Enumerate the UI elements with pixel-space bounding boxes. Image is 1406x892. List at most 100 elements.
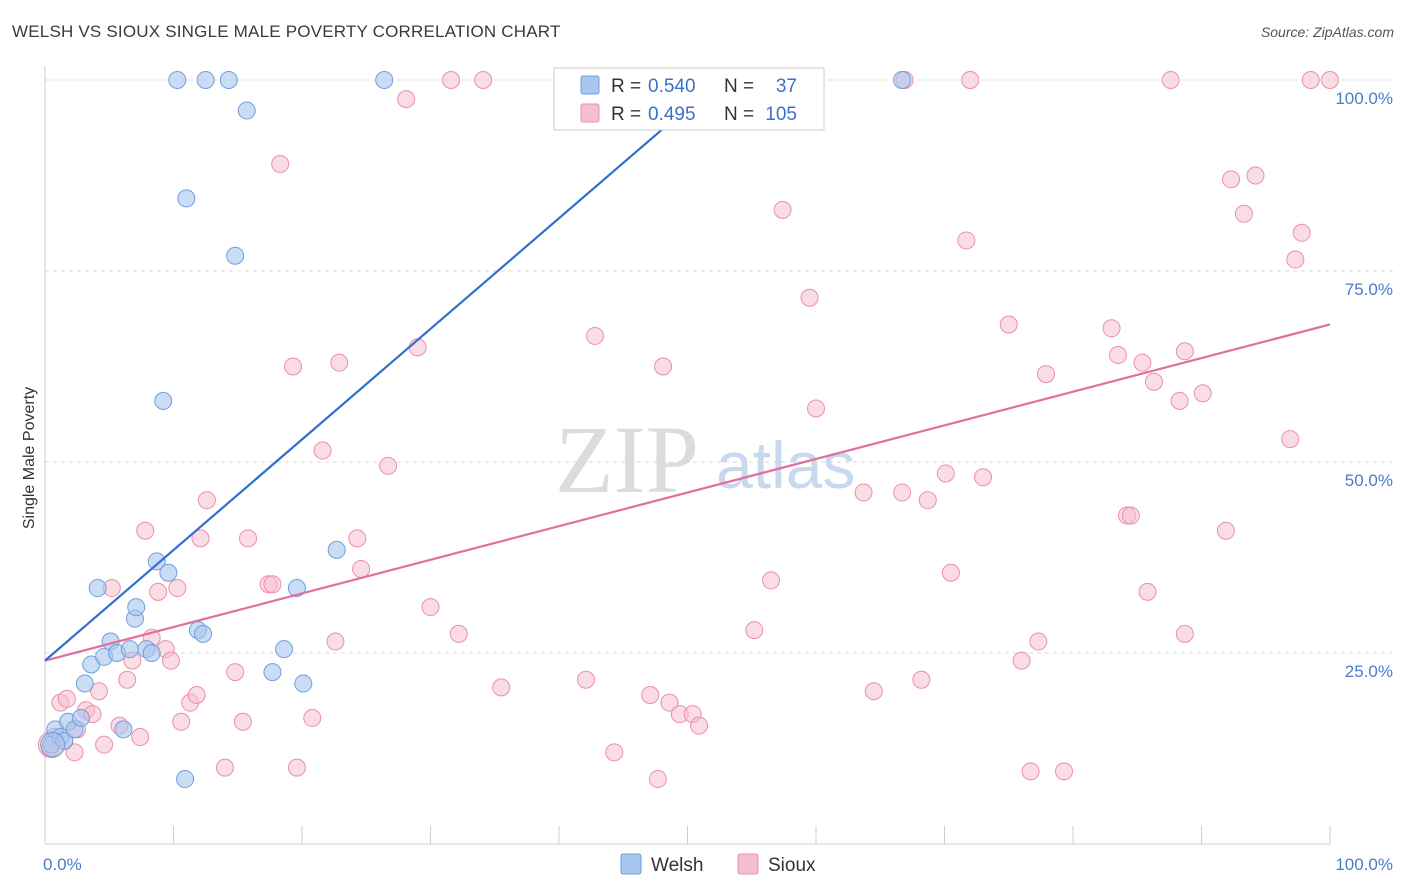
welsh-point: [194, 624, 213, 643]
x-tick-label: 0.0%: [43, 855, 82, 874]
sioux-point: [449, 624, 468, 643]
sioux-point: [1175, 342, 1194, 361]
welsh-point: [287, 579, 306, 598]
sioux-n-label: N =: [724, 104, 754, 125]
sioux-n-value: 105: [765, 104, 797, 125]
sioux-point: [168, 579, 187, 598]
sioux-point: [89, 682, 108, 701]
sioux-point: [1234, 204, 1253, 223]
sioux-point: [1281, 430, 1300, 449]
welsh-point: [168, 71, 187, 89]
sioux-point: [118, 670, 137, 689]
sioux-point: [1029, 632, 1048, 651]
sioux-point: [65, 743, 84, 762]
sioux-r-label: R =: [611, 104, 641, 125]
welsh-point: [159, 563, 178, 582]
sioux-series: [37, 71, 1339, 789]
sioux-point: [961, 71, 980, 89]
sioux-point: [352, 559, 371, 578]
sioux-point: [191, 529, 210, 548]
sioux-point: [1021, 762, 1040, 781]
x-tick-label: 100.0%: [1335, 855, 1393, 874]
sioux-point: [442, 71, 461, 89]
sioux-point: [1246, 166, 1265, 185]
sioux-point: [172, 712, 191, 731]
welsh-point: [263, 663, 282, 682]
welsh-point: [120, 640, 139, 659]
welsh-point: [176, 770, 195, 789]
sioux-point: [1286, 250, 1305, 269]
sioux-point: [641, 686, 660, 705]
sioux-point: [912, 670, 931, 689]
sioux-point: [1321, 71, 1339, 89]
welsh-point: [893, 71, 912, 89]
sioux-point: [303, 708, 322, 727]
sioux-point: [1161, 71, 1180, 89]
sioux-r-value: 0.495: [648, 104, 696, 125]
y-tick-label: 75.0%: [1345, 280, 1393, 299]
sioux-point: [1144, 372, 1163, 391]
sioux-point: [197, 491, 216, 510]
welsh-point: [154, 391, 173, 410]
sioux-point: [999, 315, 1018, 334]
sioux-point: [800, 288, 819, 307]
axes: [44, 66, 1331, 845]
bottom-legend-welsh-swatch: [620, 853, 642, 875]
sioux-point: [348, 529, 367, 548]
sioux-legend-swatch: [580, 103, 600, 123]
chart-title: WELSH VS SIOUX SINGLE MALE POVERTY CORRE…: [12, 22, 561, 41]
sioux-point: [893, 483, 912, 502]
watermark-zip: ZIP: [555, 406, 699, 513]
welsh-point: [142, 644, 161, 662]
sioux-point: [1012, 651, 1031, 670]
sioux-point: [1193, 384, 1212, 403]
sioux-point: [271, 155, 290, 174]
sioux-point: [95, 735, 114, 754]
welsh-r-value: 0.540: [648, 76, 696, 97]
sioux-point: [233, 712, 252, 731]
sioux-point: [576, 670, 595, 689]
sioux-point: [239, 529, 258, 548]
sioux-point: [1037, 365, 1056, 384]
sioux-point: [864, 682, 883, 701]
sioux-point: [605, 743, 624, 762]
gridlines: [45, 79, 1393, 654]
welsh-point: [196, 71, 215, 89]
welsh-legend-swatch: [580, 75, 600, 95]
sioux-point: [918, 491, 937, 510]
welsh-point: [327, 540, 346, 559]
sioux-point: [1216, 521, 1235, 540]
welsh-cluster-point: [40, 732, 66, 758]
sioux-point: [421, 598, 440, 617]
sioux-point: [326, 632, 345, 651]
sioux-point: [854, 483, 873, 502]
sioux-point: [131, 728, 150, 747]
sioux-point: [745, 621, 764, 640]
sioux-point: [226, 663, 245, 682]
welsh-point: [219, 71, 238, 89]
sioux-point: [1133, 353, 1152, 372]
y-tick-label: 100.0%: [1335, 89, 1393, 108]
sioux-point: [287, 758, 306, 777]
sioux-point: [474, 71, 493, 89]
sioux-point: [585, 326, 604, 345]
welsh-point: [177, 189, 196, 208]
welsh-n-value: 37: [776, 76, 797, 97]
sioux-point: [149, 582, 168, 601]
stats-legend: R = 0.540 N = 37 R = 0.495 N = 105: [553, 67, 825, 131]
sioux-point: [974, 468, 993, 487]
y-axis-title: Single Male Poverty: [21, 387, 38, 529]
sioux-point: [957, 231, 976, 250]
welsh-point: [71, 708, 90, 727]
sioux-point: [215, 758, 234, 777]
trend-lines: [44, 79, 1331, 662]
sioux-point: [187, 686, 206, 705]
sioux-point: [161, 651, 180, 670]
sioux-point: [263, 575, 282, 594]
bottom-legend-sioux-label: Sioux: [768, 855, 816, 876]
sioux-point: [284, 357, 303, 376]
sioux-point: [330, 353, 349, 372]
sioux-point: [1121, 506, 1140, 525]
sioux-point: [807, 399, 825, 418]
